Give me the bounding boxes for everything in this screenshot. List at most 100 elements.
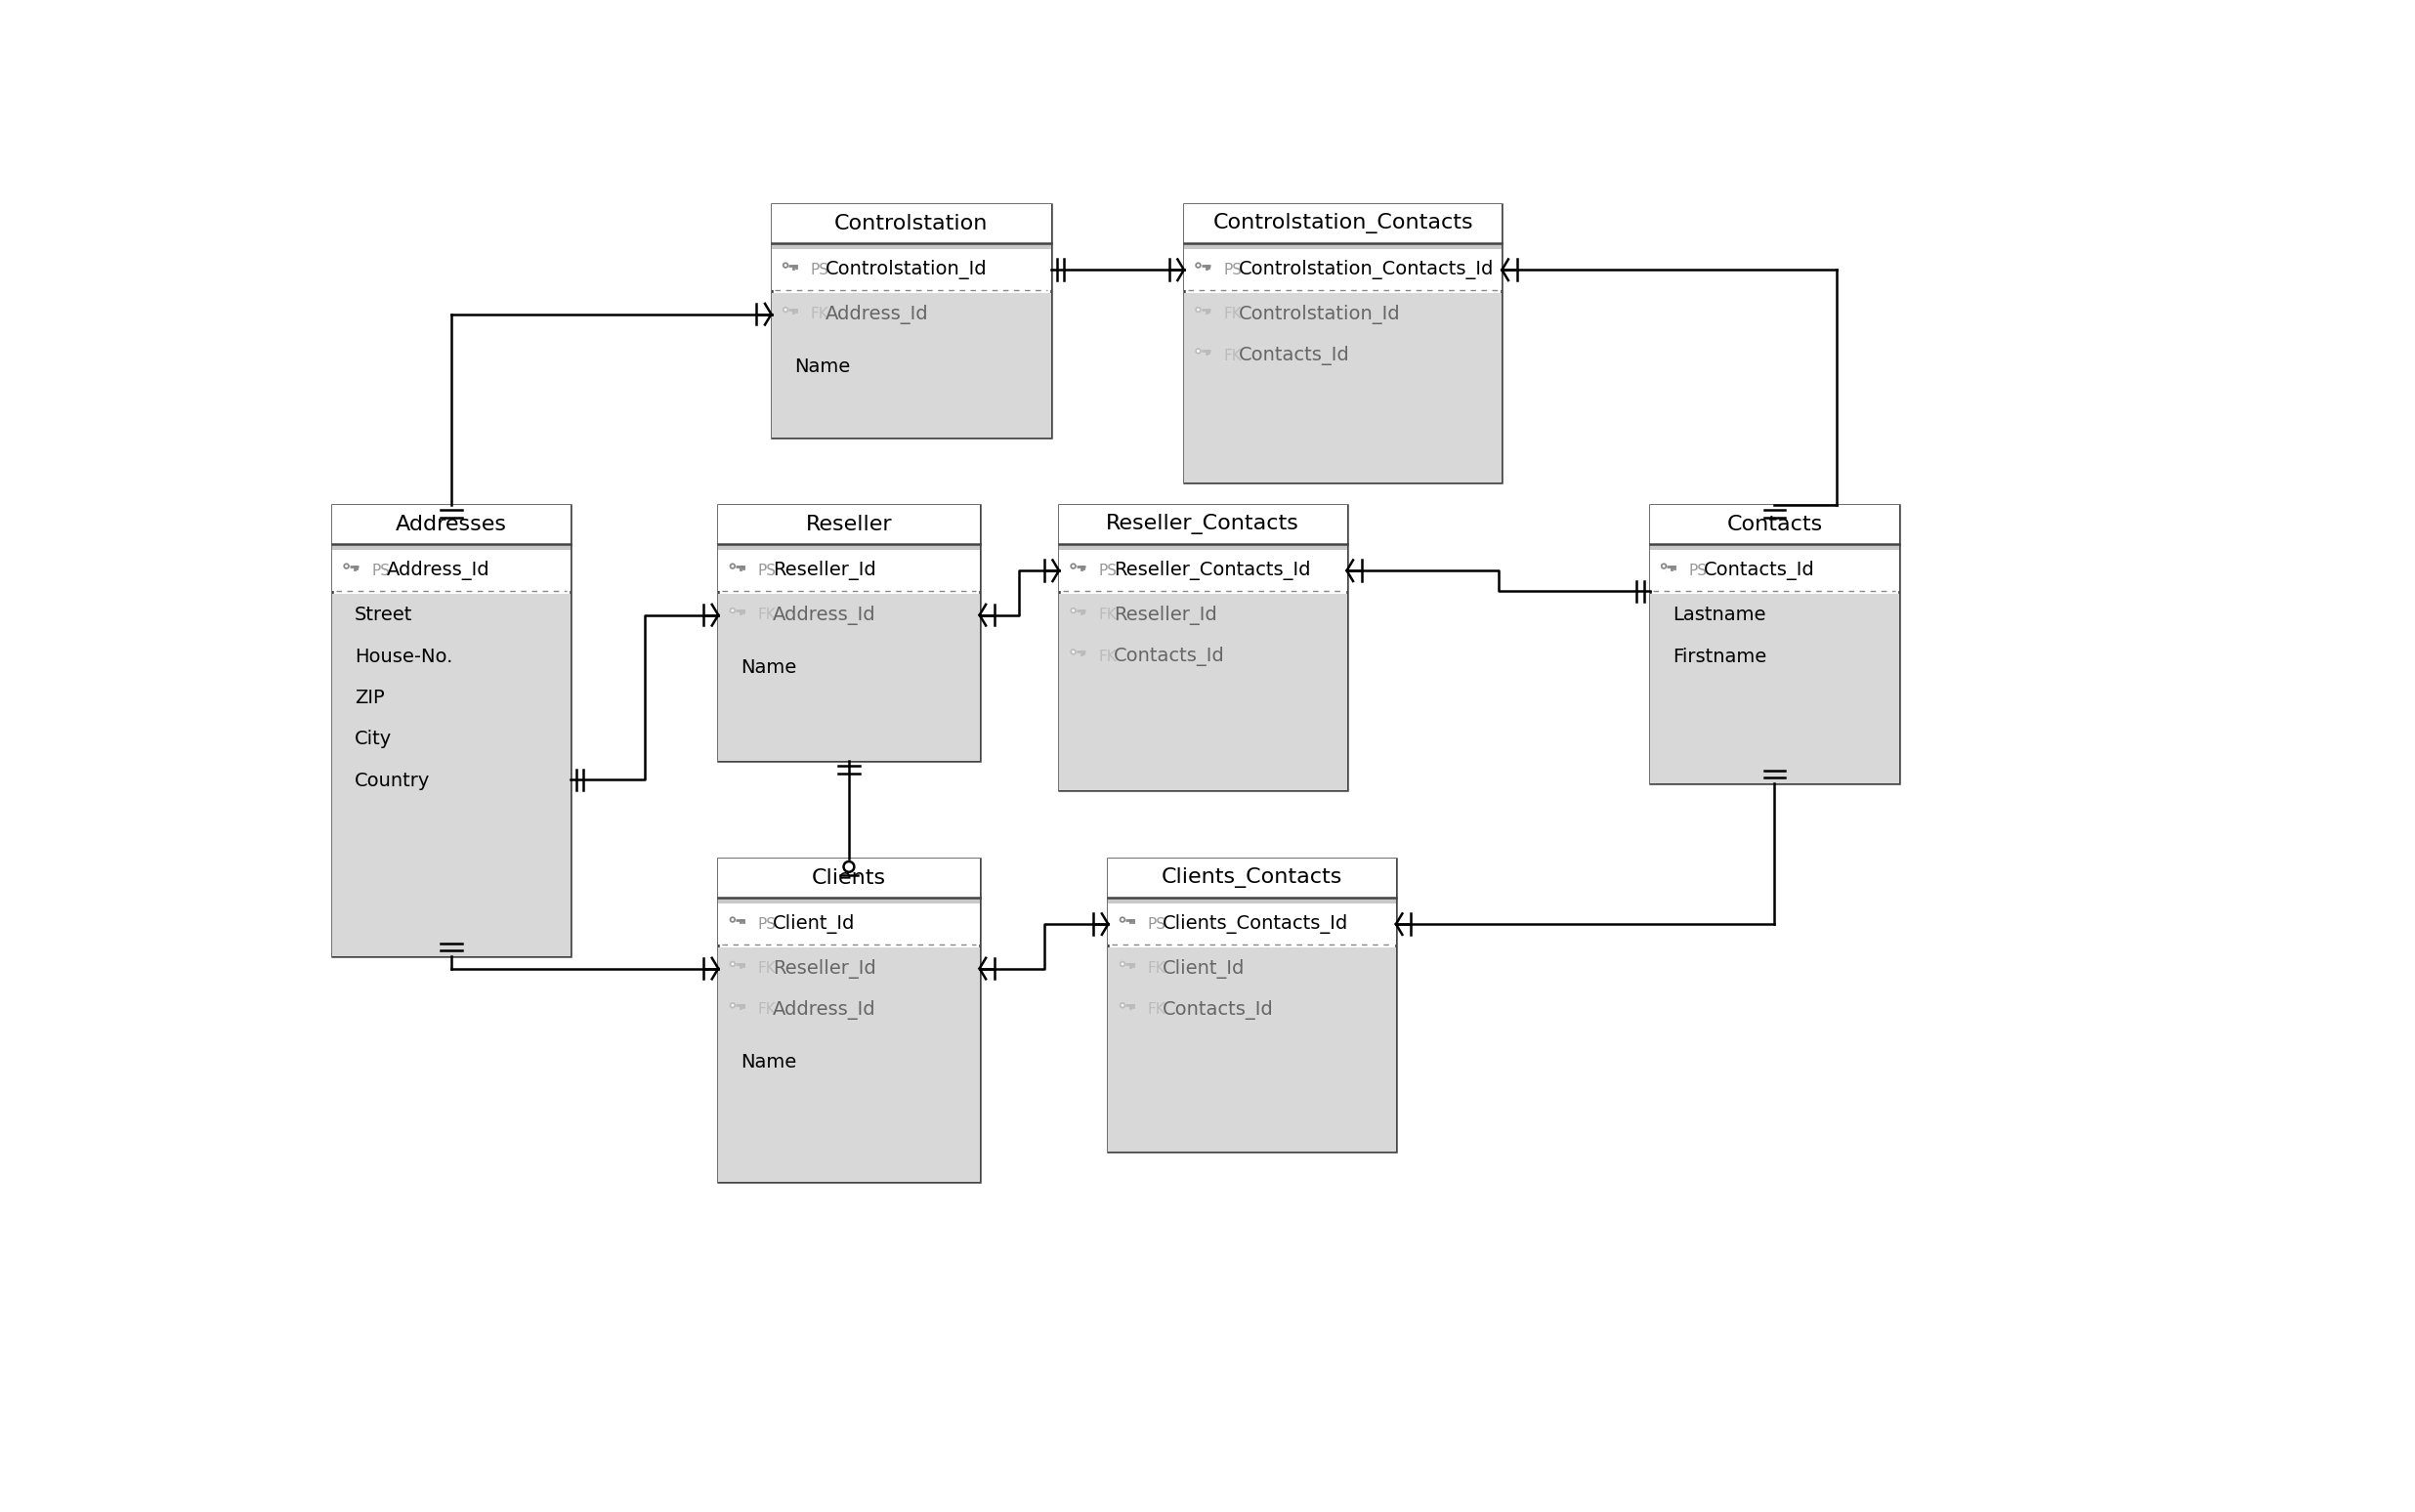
Circle shape	[732, 918, 734, 921]
Text: PS: PS	[1099, 564, 1118, 578]
Circle shape	[729, 916, 737, 922]
Circle shape	[345, 564, 348, 567]
Circle shape	[1195, 262, 1200, 269]
Circle shape	[1198, 265, 1200, 266]
Text: Contacts_Id: Contacts_Id	[1113, 647, 1224, 667]
Bar	[770, 293, 1051, 437]
Bar	[770, 249, 1051, 290]
Text: PS: PS	[1224, 263, 1241, 277]
Circle shape	[1662, 564, 1666, 567]
Bar	[1108, 898, 1396, 904]
Text: Controlstation: Controlstation	[836, 213, 988, 233]
Text: Name: Name	[741, 1054, 797, 1072]
Text: PS: PS	[372, 564, 391, 578]
Circle shape	[732, 564, 734, 567]
Circle shape	[785, 265, 787, 266]
Text: Addresses: Addresses	[396, 514, 507, 534]
Bar	[333, 505, 570, 956]
Text: House-No.: House-No.	[355, 647, 454, 665]
Text: PS: PS	[811, 263, 828, 277]
Text: Clients: Clients	[811, 868, 886, 888]
Text: Lastname: Lastname	[1671, 606, 1765, 624]
Bar	[717, 904, 980, 945]
Bar	[1183, 204, 1502, 243]
Circle shape	[1198, 349, 1200, 352]
Bar	[333, 550, 570, 591]
Text: City: City	[355, 730, 391, 748]
Bar	[1060, 594, 1348, 791]
Text: Reseller_Id: Reseller_Id	[773, 561, 877, 581]
Text: Contacts_Id: Contacts_Id	[1239, 346, 1350, 366]
Circle shape	[729, 1002, 737, 1009]
Circle shape	[1121, 963, 1123, 965]
Text: Reseller: Reseller	[807, 514, 891, 534]
Bar	[717, 859, 980, 1182]
Bar	[717, 505, 980, 544]
Circle shape	[1070, 562, 1077, 570]
Bar	[1108, 948, 1396, 1152]
Bar	[717, 550, 980, 591]
Bar	[1183, 204, 1502, 482]
Bar	[717, 594, 980, 761]
Bar	[1649, 505, 1901, 544]
Circle shape	[732, 609, 734, 612]
Circle shape	[1070, 649, 1077, 655]
Bar	[1060, 550, 1348, 591]
Circle shape	[782, 307, 790, 313]
Text: FK: FK	[1224, 348, 1241, 363]
Text: Reseller_Id: Reseller_Id	[773, 959, 877, 978]
Circle shape	[732, 1004, 734, 1007]
Text: PS: PS	[1147, 916, 1166, 931]
Circle shape	[785, 308, 787, 311]
Text: Clients_Contacts: Clients_Contacts	[1162, 868, 1343, 888]
Bar	[1649, 505, 1901, 783]
Bar	[1183, 249, 1502, 290]
Text: FK: FK	[758, 608, 775, 623]
Bar	[1060, 505, 1348, 791]
Bar	[770, 204, 1051, 243]
Bar	[1183, 243, 1502, 249]
Circle shape	[1195, 348, 1200, 354]
Circle shape	[729, 608, 737, 614]
Bar	[717, 948, 980, 1182]
Text: FK: FK	[758, 1002, 775, 1018]
Text: FK: FK	[811, 307, 828, 322]
Bar	[1183, 293, 1502, 482]
Text: Address_Id: Address_Id	[773, 999, 877, 1019]
Circle shape	[782, 262, 790, 269]
Text: Contacts: Contacts	[1727, 514, 1823, 534]
Bar	[1649, 594, 1901, 783]
Bar	[333, 544, 570, 550]
Text: Client_Id: Client_Id	[773, 915, 855, 934]
Bar	[1649, 544, 1901, 550]
Text: PS: PS	[758, 564, 775, 578]
Text: Controlstation_Id: Controlstation_Id	[1239, 304, 1401, 324]
Bar	[770, 243, 1051, 249]
Circle shape	[732, 963, 734, 965]
Bar	[717, 859, 980, 898]
Bar	[717, 544, 980, 550]
Circle shape	[343, 562, 350, 570]
Text: Clients_Contacts_Id: Clients_Contacts_Id	[1162, 915, 1348, 934]
Text: Contacts_Id: Contacts_Id	[1705, 561, 1816, 581]
Text: Reseller_Contacts: Reseller_Contacts	[1106, 514, 1299, 535]
Circle shape	[1198, 308, 1200, 311]
Text: Address_Id: Address_Id	[386, 561, 490, 581]
Circle shape	[729, 960, 737, 968]
Circle shape	[1118, 916, 1125, 922]
Bar	[1108, 859, 1396, 898]
Text: Address_Id: Address_Id	[773, 605, 877, 624]
Text: Name: Name	[741, 658, 797, 677]
Text: FK: FK	[1224, 307, 1241, 322]
Circle shape	[1662, 562, 1666, 570]
Text: Controlstation_Contacts_Id: Controlstation_Contacts_Id	[1239, 260, 1495, 280]
Circle shape	[1070, 608, 1077, 614]
Text: PS: PS	[1688, 564, 1707, 578]
Circle shape	[1072, 609, 1075, 612]
Text: Reseller_Contacts_Id: Reseller_Contacts_Id	[1113, 561, 1311, 581]
Bar	[1649, 550, 1901, 591]
Text: Country: Country	[355, 771, 430, 789]
Text: Name: Name	[795, 357, 850, 376]
Text: Reseller_Id: Reseller_Id	[1113, 605, 1217, 624]
Circle shape	[1072, 650, 1075, 653]
